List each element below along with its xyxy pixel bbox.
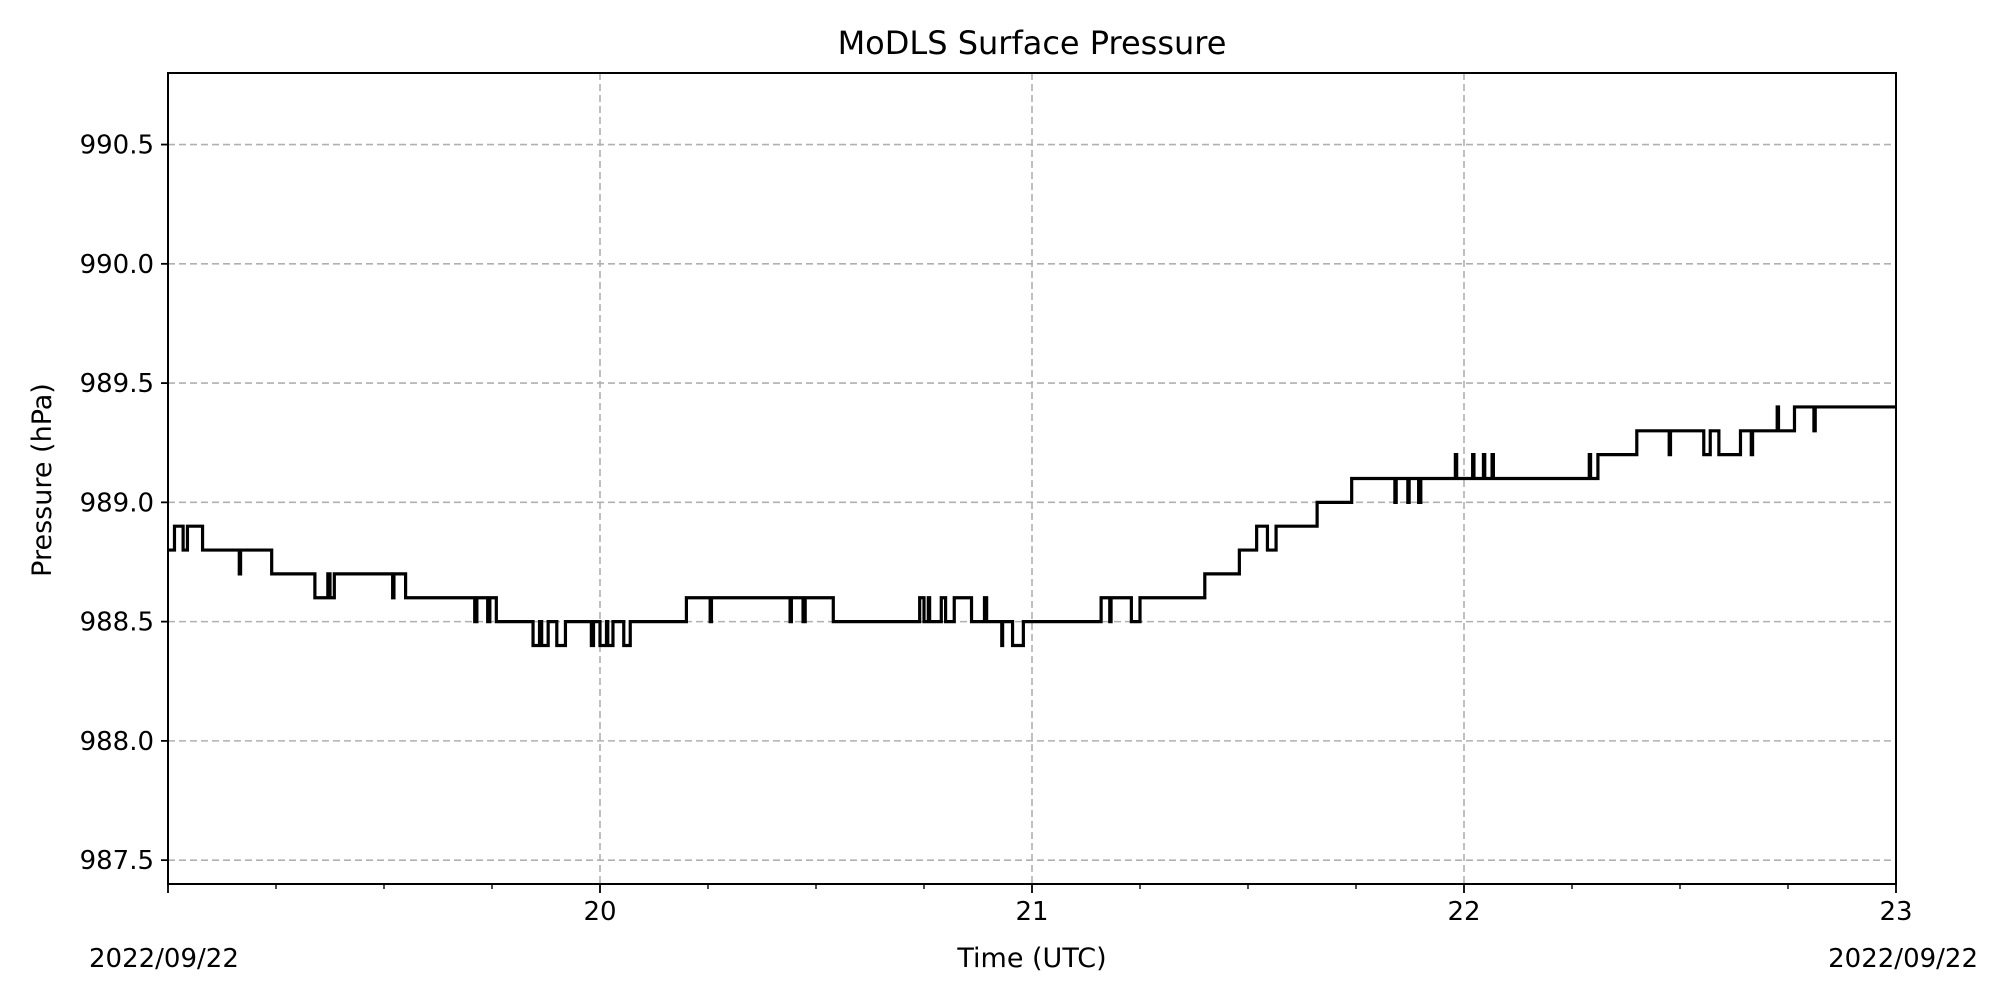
chart-title: MoDLS Surface Pressure	[838, 24, 1227, 62]
series-layer	[168, 405, 1896, 648]
ticks: 987.5 988.0 988.5 989.0 989.5 990.0 990.5 20 21 2…	[80, 131, 1913, 927]
x-tick-label: 21	[1015, 897, 1048, 927]
y-tick-label: 989.5	[80, 369, 154, 399]
y-tick-label: 987.5	[80, 846, 154, 876]
y-tick-label: 988.5	[80, 608, 154, 638]
grid	[168, 73, 1897, 884]
y-tick-label: 990.0	[80, 250, 154, 280]
date-label-left: 2022/09/22	[89, 944, 239, 974]
x-tick-label: 22	[1447, 897, 1480, 927]
x-axis-title: Time (UTC)	[956, 943, 1106, 974]
y-axis-title: Pressure (hPa)	[27, 383, 58, 577]
y-tick-label: 988.0	[80, 727, 154, 757]
x-tick-label: 20	[583, 897, 616, 927]
y-tick-label: 990.5	[80, 131, 154, 161]
x-tick-label: 23	[1879, 897, 1912, 927]
y-tick-label: 989.0	[80, 488, 154, 518]
pressure-series-line	[168, 405, 1896, 648]
date-label-right: 2022/09/22	[1828, 944, 1978, 974]
